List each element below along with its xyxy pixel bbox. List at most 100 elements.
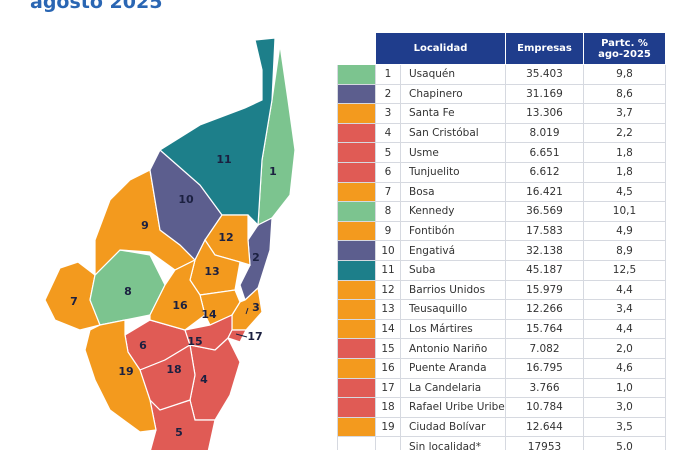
participacion: 1,8 — [583, 161, 666, 183]
empresas: 17953 — [505, 436, 584, 450]
empresas: 6.651 — [505, 142, 584, 163]
table-row: 2 Chapinero 31.169 8,6 — [337, 83, 666, 105]
table-row: 10 Engativá 32.138 8,9 — [337, 240, 666, 261]
empresas: 15.979 — [505, 279, 584, 301]
table-row: 12 Barrios Unidos 15.979 4,4 — [337, 279, 666, 301]
table-row: 9 Fontibón 17.583 4,9 — [337, 220, 666, 242]
row-number: 14 — [375, 318, 401, 340]
table-row: 4 San Cristóbal 8.019 2,2 — [337, 122, 666, 144]
color-swatch — [337, 259, 376, 281]
row-number: 8 — [375, 201, 401, 222]
empresas: 16.795 — [505, 357, 584, 379]
leader-line — [235, 333, 248, 338]
participacion: 4,4 — [583, 279, 666, 301]
color-swatch — [337, 357, 376, 379]
empresas: 36.569 — [505, 201, 584, 222]
locality-number: 3 — [252, 301, 260, 314]
locality-number: 18 — [166, 363, 181, 376]
localidad: Tunjuelito — [400, 161, 506, 183]
empresas: 35.403 — [505, 64, 584, 85]
empresas: 7.082 — [505, 338, 584, 359]
color-swatch — [337, 181, 376, 203]
locality-number: 9 — [141, 219, 149, 232]
localidad: Fontibón — [400, 220, 506, 242]
locality-area — [139, 344, 196, 411]
localidad: Usaquén — [400, 64, 506, 85]
participacion: 3,0 — [583, 397, 666, 418]
table-row: 5 Usme 6.651 1,8 — [337, 142, 666, 163]
color-swatch — [337, 201, 376, 222]
table: Localidad Empresas Partc. % ago-2025 1 Us… — [337, 32, 666, 450]
table-row: 11 Suba 45.187 12,5 — [337, 259, 666, 281]
empresas: 32.138 — [505, 240, 584, 261]
color-swatch — [337, 377, 376, 399]
row-number: 11 — [375, 259, 401, 281]
color-swatch — [337, 103, 376, 124]
empresas: 12.266 — [505, 299, 584, 320]
empresas: 16.421 — [505, 181, 584, 203]
color-swatch — [337, 397, 376, 418]
locality-number: 6 — [139, 339, 147, 352]
empresas: 31.169 — [505, 83, 584, 105]
table-row: 14 Los Mártires 15.764 4,4 — [337, 318, 666, 340]
row-number: 9 — [375, 220, 401, 242]
color-swatch — [337, 240, 376, 261]
empresas: 45.187 — [505, 259, 584, 281]
empresas: 13.306 — [505, 103, 584, 124]
color-swatch — [337, 64, 376, 85]
locality-number: 10 — [178, 193, 194, 206]
localidad: Barrios Unidos — [400, 279, 506, 301]
table-row: 19 Ciudad Bolívar 12.644 3,5 — [337, 416, 666, 438]
localidad: Puente Aranda — [400, 357, 506, 379]
row-number: 17 — [375, 377, 401, 399]
participacion: 2,2 — [583, 122, 666, 144]
color-swatch — [337, 338, 376, 359]
localidad: Bosa — [400, 181, 506, 203]
locality-area — [84, 319, 157, 433]
row-number: 19 — [375, 416, 401, 438]
row-number: 15 — [375, 338, 401, 359]
participacion: 4,6 — [583, 357, 666, 379]
empresas: 12.644 — [505, 416, 584, 438]
row-number: 7 — [375, 181, 401, 203]
table-row: 18 Rafael Uribe Uribe 10.784 3,0 — [337, 397, 666, 418]
locality-number: 14 — [201, 308, 217, 321]
localidad: Ciudad Bolívar — [400, 416, 506, 438]
row-number: 10 — [375, 240, 401, 261]
participacion: 3,5 — [583, 416, 666, 438]
participacion: 4,9 — [583, 220, 666, 242]
localidad: Sin localidad* — [400, 436, 506, 450]
row-number: 5 — [375, 142, 401, 163]
localidad: La Candelaria — [400, 377, 506, 399]
table-row: 7 Bosa 16.421 4,5 — [337, 181, 666, 203]
table-row: 8 Kennedy 36.569 10,1 — [337, 201, 666, 222]
participacion: 9,8 — [583, 64, 666, 85]
header-row: Localidad Empresas Partc. % ago-2025 — [337, 32, 666, 65]
header: Localidad — [375, 32, 506, 65]
locality-number: 8 — [124, 285, 132, 298]
color-swatch — [337, 299, 376, 320]
locality-number: 15 — [187, 335, 202, 348]
row-number: 12 — [375, 279, 401, 301]
header: Partc. % ago-2025 — [583, 32, 666, 65]
color-swatch — [337, 318, 376, 340]
empresas: 3.766 — [505, 377, 584, 399]
color-swatch — [337, 279, 376, 301]
empresas: 10.784 — [505, 397, 584, 418]
localidad: Teusaquillo — [400, 299, 506, 320]
locality-area — [149, 258, 206, 331]
empresas: 8.019 — [505, 122, 584, 144]
locality-area — [227, 329, 247, 343]
participacion: 3,4 — [583, 299, 666, 320]
participacion: 10,1 — [583, 201, 666, 222]
color-swatch — [337, 122, 376, 144]
table-row: 16 Puente Aranda 16.795 4,6 — [337, 357, 666, 379]
participacion: 2,0 — [583, 338, 666, 359]
localidad: Chapinero — [400, 83, 506, 105]
localidad: Antonio Nariño — [400, 338, 506, 359]
locality-number: 5 — [175, 426, 183, 439]
locality-number: 19 — [118, 365, 133, 378]
table-row: 13 Teusaquillo 12.266 3,4 — [337, 299, 666, 320]
